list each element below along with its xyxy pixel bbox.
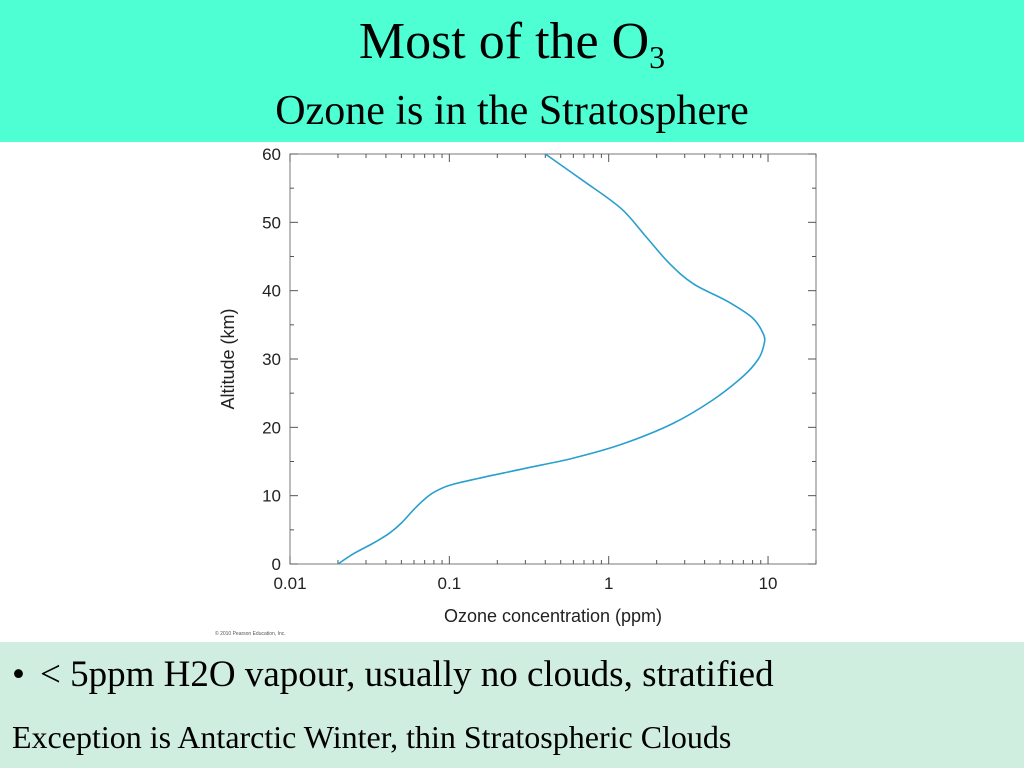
ozone-profile-chart: 0.01 0.1 1 10 0 10 20 30 40 50 60 Ozone concentra… xyxy=(0,142,1024,642)
y-axis-tick-labels: 0 10 20 30 40 50 60 xyxy=(262,145,281,574)
x-axis-title: Ozone concentration (ppm) xyxy=(444,606,662,626)
x-axis-ticks xyxy=(289,154,817,564)
bullet-text: < 5ppm H2O vapour, usually no clouds, st… xyxy=(40,654,774,695)
exception-note: Exception is Antarctic Winter, thin Stra… xyxy=(12,719,732,755)
x-tick-label: 10 xyxy=(759,574,778,593)
y-tick-label: 60 xyxy=(262,145,281,164)
y-tick-label: 10 xyxy=(262,487,281,506)
x-axis-tick-labels: 0.01 0.1 1 10 xyxy=(273,574,777,593)
notes-panel xyxy=(0,642,1024,768)
copyright-notice: © 2010 Pearson Education, Inc. xyxy=(215,630,286,637)
y-tick-label: 40 xyxy=(262,282,281,301)
slide-title-subscript: 3 xyxy=(649,39,666,75)
y-tick-label: 0 xyxy=(272,555,281,574)
title-banner xyxy=(0,0,1024,142)
y-tick-label: 30 xyxy=(262,350,281,369)
slide-title-main: Most of the O xyxy=(358,13,650,70)
bullet-marker: • xyxy=(12,654,25,695)
y-tick-label: 50 xyxy=(262,213,281,232)
x-tick-label: 0.01 xyxy=(273,574,306,593)
y-tick-label: 20 xyxy=(262,418,281,437)
x-tick-label: 0.1 xyxy=(438,574,462,593)
slide-subtitle: Ozone is in the Stratosphere xyxy=(275,88,749,134)
x-tick-label: 1 xyxy=(604,574,613,593)
bullet-point: • < 5ppm H2O vapour, usually no clouds, s… xyxy=(12,652,774,698)
chart-background xyxy=(0,142,1024,642)
y-axis-title: Altitude (km) xyxy=(218,308,238,409)
ozone-concentration-line xyxy=(337,153,766,565)
y-axis-ticks xyxy=(290,153,816,565)
slide-title: Most of the O3 xyxy=(0,12,1024,75)
